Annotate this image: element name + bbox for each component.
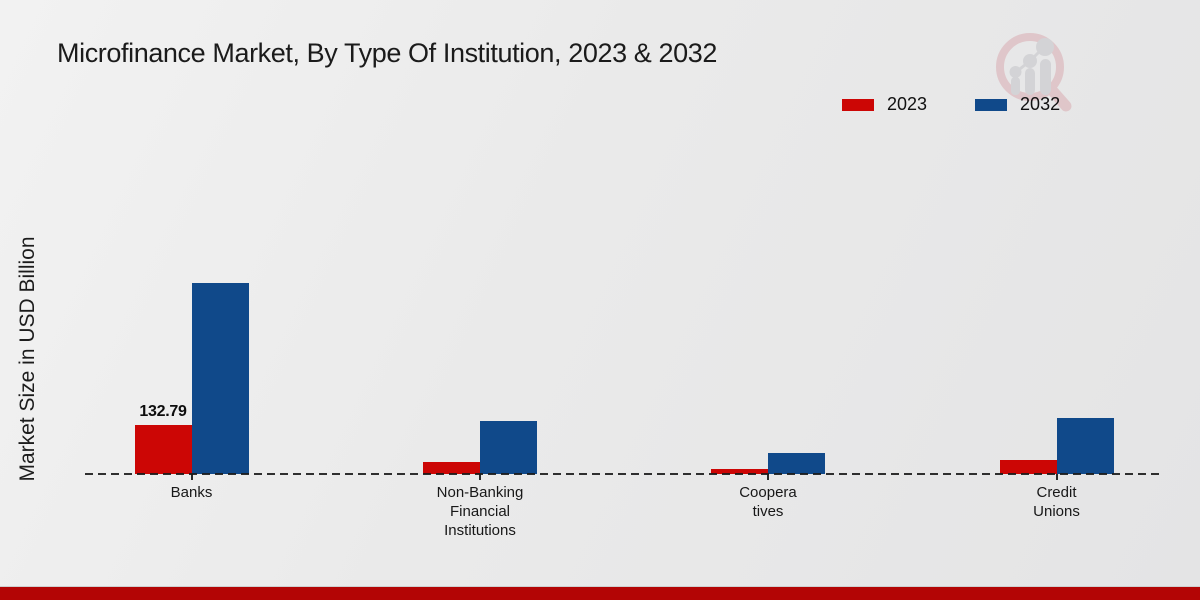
bar-2032-banks bbox=[191, 283, 249, 474]
magnifier-bar-chart-logo-icon bbox=[996, 33, 1072, 112]
legend-item-2032: 2032 bbox=[975, 94, 1060, 115]
category-label-banks: Banks bbox=[170, 484, 213, 501]
axis-tick-cooperatives bbox=[767, 474, 769, 480]
bar-2032-credit-unions bbox=[1056, 418, 1114, 474]
bar-2023-credit-unions bbox=[999, 460, 1057, 474]
category-label-cooperatives: Coopera tives bbox=[739, 484, 797, 520]
category-label-credit-unions: Credit Unions bbox=[1033, 484, 1080, 520]
bar-2032-non-banking-financial-institutions bbox=[480, 421, 537, 474]
legend-label-2023: 2023 bbox=[887, 94, 928, 114]
legend-swatch-2023 bbox=[842, 98, 874, 111]
bar-2023-cooperatives bbox=[711, 468, 768, 474]
legend: 2023 2032 bbox=[842, 94, 1060, 115]
bar-2032-cooperatives bbox=[768, 453, 825, 474]
bar-2023-non-banking-financial-institutions bbox=[423, 461, 480, 474]
legend-swatch-2032 bbox=[975, 98, 1008, 111]
x-axis-baseline bbox=[85, 473, 1163, 475]
bar-2023-banks bbox=[134, 425, 192, 474]
bar-value-label: 132.79 bbox=[139, 403, 187, 420]
axis-tick-credit-unions bbox=[1055, 474, 1058, 480]
axis-tick-non-banking-financial-institutions bbox=[479, 474, 481, 480]
chart-title: Microfinance Market, By Type Of Institut… bbox=[57, 38, 717, 68]
footer-accent-bar bbox=[0, 586, 1200, 600]
axis-tick-banks bbox=[190, 474, 193, 480]
legend-label-2032: 2032 bbox=[1020, 94, 1061, 114]
category-label-non-banking-financial-institutions: Non-Banking Financial Institutions bbox=[436, 484, 524, 539]
legend-item-2023: 2023 bbox=[842, 94, 927, 115]
